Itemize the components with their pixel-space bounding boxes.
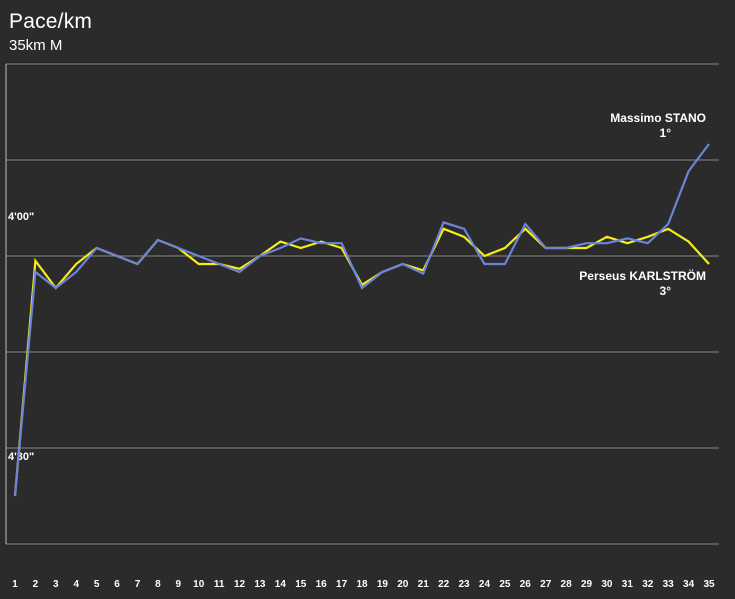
x-tick-label: 31 xyxy=(622,579,634,590)
x-tick-label: 35 xyxy=(703,579,715,590)
series-rank-label-massimo-stano: 1° xyxy=(660,126,672,140)
x-tick-label: 15 xyxy=(295,579,307,590)
x-tick-label: 7 xyxy=(135,579,141,590)
x-tick-label: 10 xyxy=(193,579,205,590)
grid-layer xyxy=(5,63,719,545)
x-tick-label: 25 xyxy=(499,579,511,590)
x-tick-label: 11 xyxy=(214,579,225,590)
x-tick-label: 22 xyxy=(438,579,450,590)
x-tick-label: 16 xyxy=(316,579,328,590)
x-tick-label: 33 xyxy=(663,579,675,590)
y-axis-labels: 4'00" 4'30" xyxy=(8,211,34,463)
x-tick-label: 19 xyxy=(377,579,389,590)
x-tick-label: 21 xyxy=(418,579,430,590)
y-tick-label: 4'00" xyxy=(8,211,34,223)
y-tick-label: 4'30" xyxy=(8,451,34,463)
x-tick-label: 9 xyxy=(176,579,182,590)
x-tick-label: 6 xyxy=(114,579,120,590)
x-tick-label: 5 xyxy=(94,579,100,590)
x-tick-label: 30 xyxy=(601,579,613,590)
chart-subtitle: 35km M xyxy=(9,37,63,54)
x-tick-label: 26 xyxy=(520,579,532,590)
x-tick-label: 28 xyxy=(561,579,573,590)
x-tick-label: 13 xyxy=(254,579,266,590)
series-line-massimo-stano xyxy=(13,143,710,497)
series-name-label-massimo-stano: Massimo STANO xyxy=(610,111,706,125)
x-tick-label: 27 xyxy=(540,579,552,590)
chart-title: Pace/km xyxy=(9,10,93,33)
x-tick-label: 12 xyxy=(234,579,246,590)
x-tick-label: 1 xyxy=(12,579,18,590)
x-tick-label: 14 xyxy=(275,579,287,590)
x-tick-label: 32 xyxy=(642,579,654,590)
x-tick-label: 4 xyxy=(73,579,79,590)
series-rank-label-perseus-karlstr-m: 3° xyxy=(660,284,672,298)
x-tick-label: 18 xyxy=(356,579,368,590)
x-tick-label: 17 xyxy=(336,579,348,590)
x-tick-label: 3 xyxy=(53,579,59,590)
series-name-label-perseus-karlstr-m: Perseus KARLSTRÖM xyxy=(579,268,706,283)
x-axis-labels: 1 2 3 4 5 6 7 8 9 10 11 12 13 14 15 16 17 18 19 20 21 22 23 24 2… xyxy=(12,579,715,590)
x-tick-label: 29 xyxy=(581,579,593,590)
x-tick-label: 20 xyxy=(397,579,409,590)
x-tick-label: 8 xyxy=(155,579,161,590)
x-tick-label: 24 xyxy=(479,579,491,590)
x-tick-label: 34 xyxy=(683,579,695,590)
x-tick-label: 2 xyxy=(33,579,39,590)
x-tick-label: 23 xyxy=(458,579,470,590)
series-layer xyxy=(13,143,710,497)
